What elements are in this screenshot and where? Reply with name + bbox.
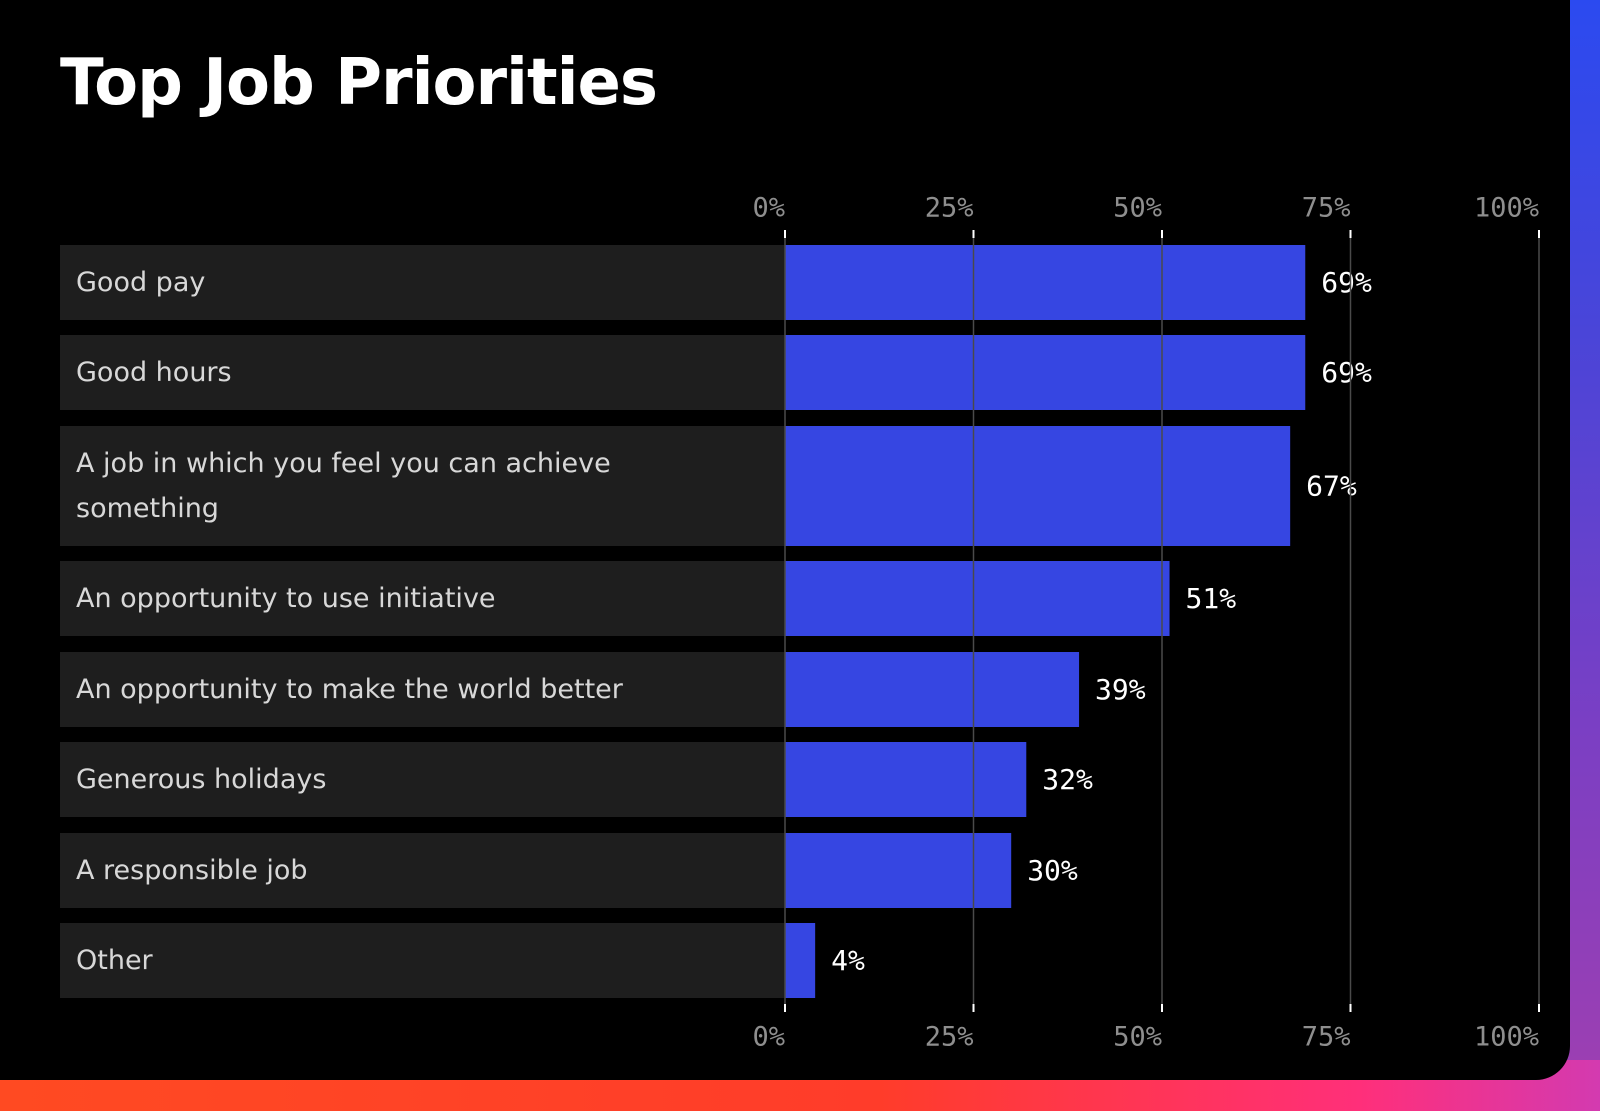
row-background [60, 923, 785, 998]
bar [785, 652, 1080, 727]
value-label: 69% [1321, 266, 1372, 299]
row-background [60, 652, 785, 727]
bar [785, 742, 1027, 817]
axis-tick-label-top: 0% [752, 193, 785, 224]
row-background [60, 426, 785, 546]
category-label: Generous holidays [76, 764, 326, 795]
chart-card: Top Job Priorities Good pay 69% Good hours… [60, 46, 1540, 1053]
axis-tick-label-top: 50% [1113, 193, 1162, 224]
row-background [60, 742, 785, 817]
bar [785, 245, 1306, 320]
value-label: 51% [1186, 582, 1237, 615]
axis-tick-label-bottom: 0% [752, 1022, 785, 1053]
category-label: Other [76, 945, 154, 976]
bar-chart: Good pay 69% Good hours 69% A job in which y… [60, 193, 1540, 1053]
axis-tick-label-top: 100% [1474, 193, 1539, 224]
category-label: something [76, 493, 219, 524]
row-background [60, 561, 785, 636]
axis-tick-label-top: 25% [925, 193, 974, 224]
value-label: 30% [1027, 854, 1078, 887]
value-label: 4% [831, 944, 865, 977]
category-label: Good hours [76, 357, 232, 388]
category-label: Good pay [76, 267, 205, 298]
bar [785, 335, 1306, 410]
value-label: 67% [1306, 470, 1357, 503]
bar [785, 923, 816, 998]
category-label: An opportunity to make the world better [76, 674, 624, 705]
category-label: An opportunity to use initiative [76, 583, 496, 614]
axis-tick-label-top: 75% [1302, 193, 1351, 224]
value-label: 32% [1042, 763, 1093, 796]
axis-tick-label-bottom: 75% [1302, 1022, 1351, 1053]
chart-title: Top Job Priorities [60, 46, 658, 120]
category-label: A responsible job [76, 855, 308, 886]
bar [785, 561, 1170, 636]
axis-tick-label-bottom: 100% [1474, 1022, 1539, 1053]
axis-tick-label-bottom: 50% [1113, 1022, 1162, 1053]
category-label: A job in which you feel you can achieve [76, 448, 611, 479]
bar [785, 833, 1012, 908]
row-background [60, 245, 785, 320]
value-label: 69% [1321, 356, 1372, 389]
bar [785, 426, 1291, 546]
axis-tick-label-bottom: 25% [925, 1022, 974, 1053]
row-background [60, 335, 785, 410]
row-background [60, 833, 785, 908]
value-label: 39% [1095, 673, 1146, 706]
